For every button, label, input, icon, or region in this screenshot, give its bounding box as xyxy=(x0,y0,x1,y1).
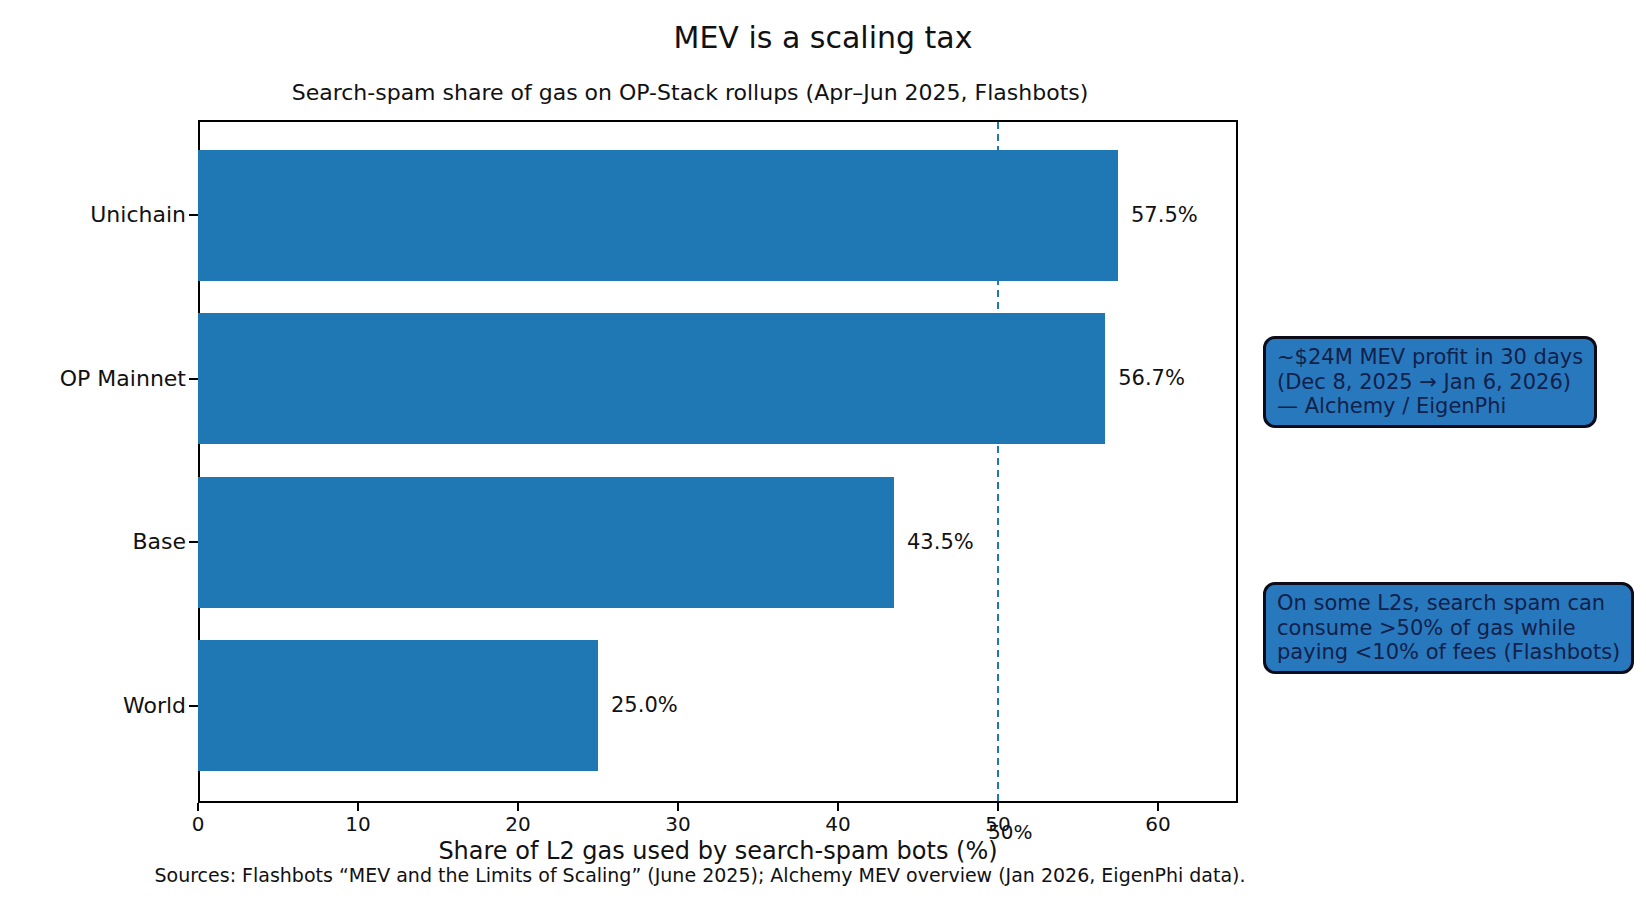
annotation-mev-profit: ~$24M MEV profit in 30 days (Dec 8, 2025… xyxy=(1263,336,1597,428)
x-tick-label: 0 xyxy=(168,812,228,836)
x-tick-label: 30 xyxy=(648,812,708,836)
bar-op-mainnet xyxy=(198,313,1105,444)
y-tick-mark xyxy=(189,541,198,543)
x-tick-mark xyxy=(357,803,359,811)
x-tick-label: 20 xyxy=(488,812,548,836)
x-tick-mark xyxy=(1157,803,1159,811)
bar-unichain xyxy=(198,150,1118,281)
x-tick-mark xyxy=(677,803,679,811)
x-tick-mark xyxy=(997,803,999,811)
x-axis-label: Share of L2 gas used by search-spam bots… xyxy=(0,837,1436,865)
x-tick-label: 10 xyxy=(328,812,388,836)
bar-value-label: 25.0% xyxy=(611,693,678,718)
y-tick-label: OP Mainnet xyxy=(0,366,186,392)
x-tick-label: 40 xyxy=(808,812,868,836)
x-tick-mark xyxy=(517,803,519,811)
x-tick-mark xyxy=(837,803,839,811)
y-tick-label: World xyxy=(0,693,186,719)
bar-base xyxy=(198,477,894,608)
bar-value-label: 43.5% xyxy=(907,530,974,555)
source-note: Sources: Flashbots “MEV and the Limits o… xyxy=(0,864,1400,886)
chart-figure: MEV is a scaling tax Search-spam share o… xyxy=(0,0,1646,909)
bar-value-label: 57.5% xyxy=(1131,203,1198,228)
y-tick-label: Base xyxy=(0,529,186,555)
y-tick-mark xyxy=(189,705,198,707)
bar-world xyxy=(198,640,598,771)
y-tick-label: Unichain xyxy=(0,202,186,228)
x-tick-label: 60 xyxy=(1128,812,1188,836)
y-tick-mark xyxy=(189,378,198,380)
bar-value-label: 56.7% xyxy=(1118,366,1185,391)
y-tick-mark xyxy=(189,214,198,216)
annotation-spam-gas-share: On some L2s, search spam can consume >50… xyxy=(1263,582,1634,674)
chart-subtitle: Search-spam share of gas on OP-Stack rol… xyxy=(0,80,1380,105)
chart-title: MEV is a scaling tax xyxy=(0,20,1646,55)
x-tick-mark xyxy=(197,803,199,811)
reference-line-50pct xyxy=(997,122,999,801)
